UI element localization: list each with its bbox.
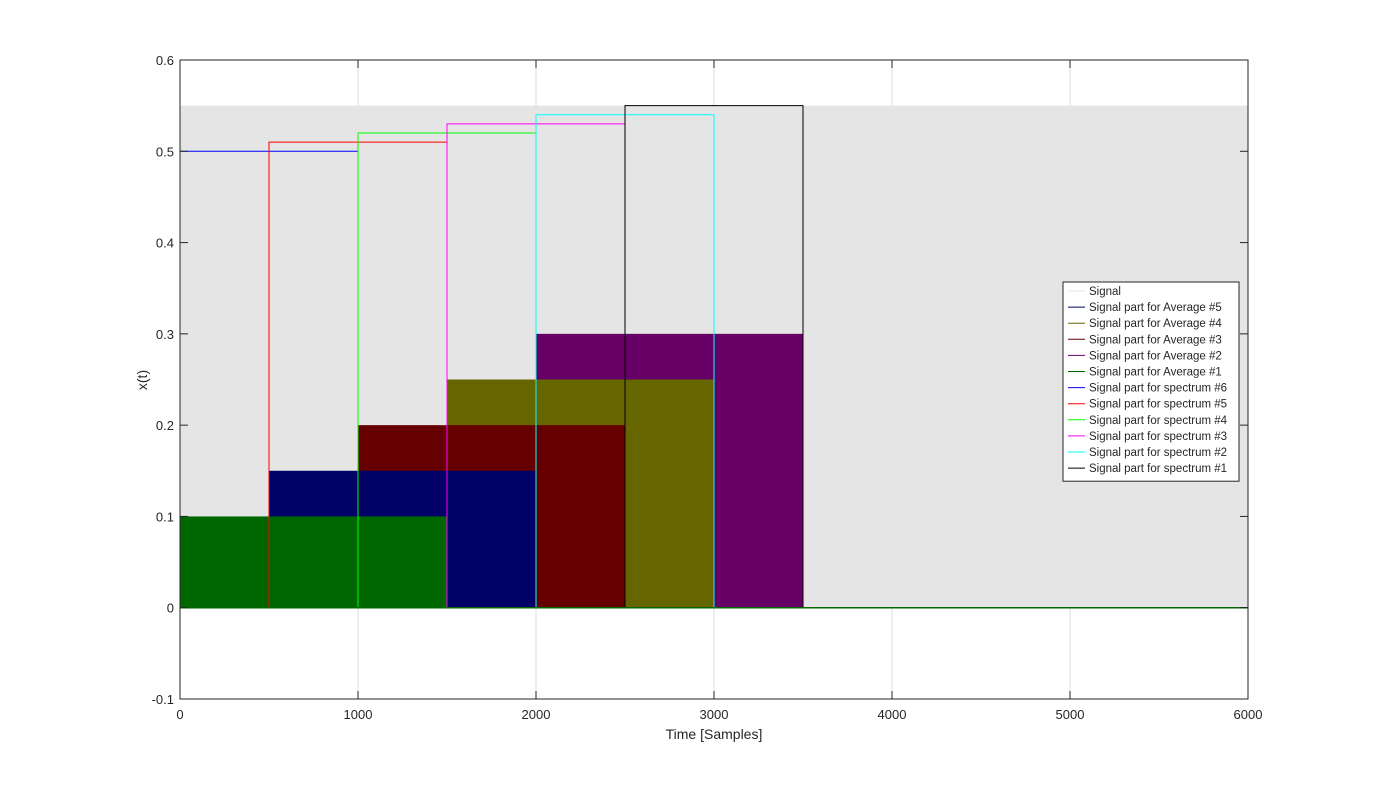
legend: Signal Signal part for Average #5 Signal p…	[1062, 281, 1240, 482]
y-tick-label: 0.1	[156, 509, 174, 524]
spectrum-windows	[179, 105, 1248, 609]
y-tick-label: 0.3	[156, 327, 174, 342]
x-tick-label: 0	[176, 707, 183, 722]
legend-label: Signal part for Average #1	[1089, 367, 1222, 379]
legend-label: Signal part for spectrum #3	[1089, 431, 1227, 443]
legend-label: Signal part for Average #5	[1089, 302, 1222, 314]
legend-label: Signal	[1089, 286, 1121, 298]
spectrum-window-outline	[624, 105, 804, 608]
legend-label: Signal part for spectrum #5	[1089, 399, 1227, 411]
x-tick-label: 6000	[1234, 707, 1263, 722]
average-blocks	[180, 333, 803, 608]
y-tick-label: -0.1	[152, 692, 174, 707]
y-tick-label: 0.4	[156, 236, 174, 251]
y-tick-label: 0	[167, 601, 174, 616]
legend-box	[1062, 281, 1240, 482]
x-tick-label: 3000	[700, 707, 729, 722]
legend-label: Signal part for spectrum #2	[1089, 447, 1227, 459]
x-tick-label: 4000	[878, 707, 907, 722]
average-block	[180, 516, 447, 608]
x-tick-label: 5000	[1056, 707, 1085, 722]
legend-label: Signal part for spectrum #1	[1089, 463, 1227, 475]
x-tick-label: 1000	[344, 707, 373, 722]
legend-label: Signal part for Average #2	[1089, 350, 1222, 362]
legend-label: Signal part for Average #4	[1089, 318, 1222, 330]
tick-labels: 0 1000 2000 3000 4000 5000 6000-0.100.10.20.30…	[152, 53, 1263, 722]
legend-label: Signal part for Average #3	[1089, 334, 1222, 346]
y-tick-label: 0.6	[156, 53, 174, 68]
x-tick-label: 2000	[522, 707, 551, 722]
y-axis-label: x(t)	[134, 370, 150, 390]
y-tick-label: 0.5	[156, 144, 174, 159]
y-tick-label: 0.2	[156, 418, 174, 433]
legend-label: Signal part for spectrum #4	[1089, 415, 1228, 427]
x-axis-label: Time [Samples]	[666, 726, 763, 742]
legend-label: Signal part for spectrum #6	[1089, 383, 1227, 395]
